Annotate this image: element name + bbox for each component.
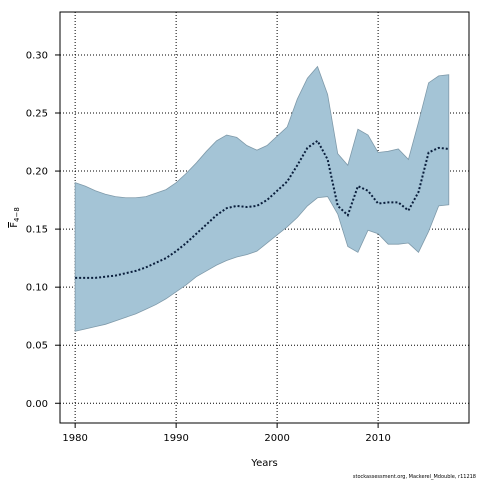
y-axis-title-main: F: [9, 222, 20, 228]
y-tick-label: 0.20: [26, 167, 48, 178]
x-axis: 1980 1990 2000 2010: [62, 423, 391, 444]
x-axis-title: Years: [250, 458, 277, 469]
y-tick-label: 0.30: [26, 50, 48, 61]
estimate-line: [75, 139, 449, 279]
svg-text:F4−8: F4−8: [9, 207, 21, 228]
y-tick-label: 0.05: [26, 341, 48, 352]
y-axis-title: F4−8: [9, 207, 21, 228]
y-tick-label: 0.15: [26, 225, 48, 236]
x-tick-label: 1990: [163, 433, 188, 444]
y-axis: 0.00 0.05 0.10 0.15 0.20 0.25 0.30: [26, 50, 60, 410]
y-axis-title-subscript: 4−8: [13, 207, 21, 222]
plot-frame: [59, 11, 470, 424]
y-tick-label: 0.25: [26, 109, 48, 120]
x-tick-label: 1980: [62, 433, 87, 444]
footer-credit: stockassessment.org, Mackerel_Mdouble, r…: [353, 474, 476, 480]
x-tick-label: 2010: [365, 433, 390, 444]
x-tick-label: 2000: [264, 433, 289, 444]
confidence-band: [74, 65, 450, 332]
y-tick-label: 0.10: [26, 283, 48, 294]
y-tick-label: 0.00: [26, 399, 48, 410]
